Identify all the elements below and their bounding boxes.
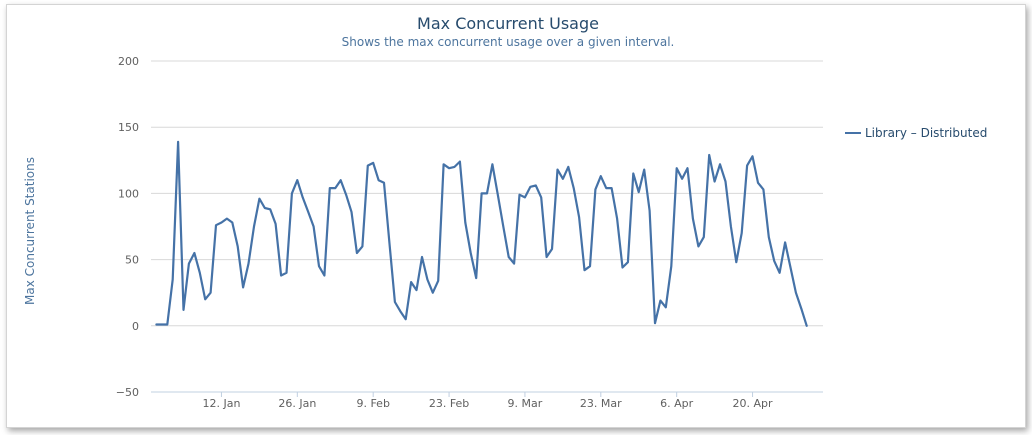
x-tick-label: 23. Feb [429,397,469,410]
line-chart: Max Concurrent Usage Shows the max concu… [23,14,987,410]
series-group [155,140,808,327]
x-tick-label: 6. Apr [660,397,693,410]
legend[interactable]: Library – Distributed [845,126,987,140]
y-tick-label: 200 [118,55,139,68]
chart-frame: Max Concurrent Usage Shows the max concu… [6,4,1026,428]
y-tick-label: 50 [125,254,139,267]
y-tick-label: −50 [116,386,139,399]
x-tick-label: 20. Apr [733,397,773,410]
x-tick-label: 9. Feb [356,397,389,410]
x-tick-label: 23. Mar [580,397,622,410]
y-axis-ticks: 200 150 100 50 0 −50 [116,55,139,399]
y-tick-label: 100 [118,187,139,200]
chart-title: Max Concurrent Usage [417,14,599,33]
x-axis-ticks: 12. Jan 26. Jan 9. Feb 23. Feb 9. Mar 23. Mar… [202,392,773,410]
chart-subtitle: Shows the max concurrent usage over a gi… [342,35,675,49]
y-tick-label: 150 [118,121,139,134]
x-tick-label: 12. Jan [202,397,240,410]
x-tick-label: 26. Jan [278,397,316,410]
series-line [155,140,808,327]
legend-item-label[interactable]: Library – Distributed [865,126,987,140]
y-axis-title: Max Concurrent Stations [23,157,37,305]
y-tick-label: 0 [132,320,139,333]
x-tick-label: 9. Mar [508,397,543,410]
